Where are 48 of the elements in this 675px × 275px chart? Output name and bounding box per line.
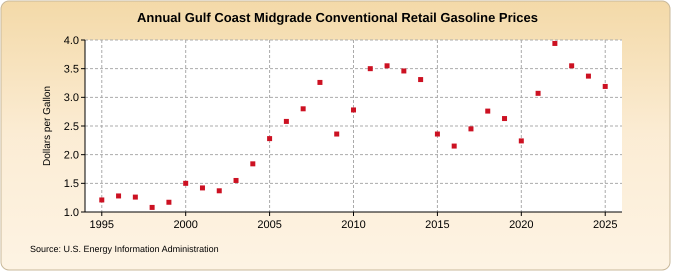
x-tick-label: 2005 xyxy=(257,219,282,231)
source-note: Source: U.S. Energy Information Administration xyxy=(30,244,219,254)
point xyxy=(200,185,205,190)
point xyxy=(368,66,373,72)
point xyxy=(384,63,390,68)
point xyxy=(351,107,356,112)
point xyxy=(267,136,272,142)
y-tick-label: 3.5 xyxy=(64,64,79,76)
point xyxy=(132,194,138,200)
point xyxy=(518,138,524,144)
y-tick-label: 3.0 xyxy=(64,92,79,104)
point xyxy=(150,204,155,210)
point xyxy=(99,197,104,202)
point xyxy=(418,77,424,82)
x-tick-label: 1995 xyxy=(90,219,114,231)
y-axis-title: Dollars per Gallon xyxy=(42,86,53,166)
point xyxy=(552,40,558,46)
point xyxy=(468,126,474,132)
point xyxy=(452,144,457,149)
point xyxy=(401,68,406,74)
x-tick-label: 2015 xyxy=(425,219,450,231)
point xyxy=(166,200,172,205)
point xyxy=(300,106,306,112)
chart-title: Annual Gulf Coast Midgrade Conventional Retail Gasoline Prices xyxy=(137,10,538,25)
point xyxy=(485,108,490,114)
point xyxy=(284,118,289,124)
x-tick-label: 2020 xyxy=(509,219,534,231)
x-tick-label: 2010 xyxy=(341,219,366,231)
y-tick-label: 2.5 xyxy=(64,120,79,133)
x-tick-label: 2025 xyxy=(592,219,618,231)
point xyxy=(216,188,222,194)
point xyxy=(250,161,256,166)
point xyxy=(602,84,608,89)
point xyxy=(334,132,340,137)
point xyxy=(586,74,591,79)
y-tick-label: 2.0 xyxy=(64,150,79,162)
point xyxy=(434,132,440,137)
point xyxy=(317,80,322,85)
point xyxy=(116,193,122,198)
y-tick-label: 1.5 xyxy=(64,178,79,190)
point xyxy=(569,63,574,68)
x-tick-label: 2000 xyxy=(173,219,198,231)
y-tick-label: 1.0 xyxy=(64,206,79,219)
point xyxy=(502,116,508,122)
point xyxy=(536,90,541,96)
point xyxy=(183,180,188,186)
point xyxy=(234,178,239,183)
y-tick-label: 4.0 xyxy=(64,34,79,47)
